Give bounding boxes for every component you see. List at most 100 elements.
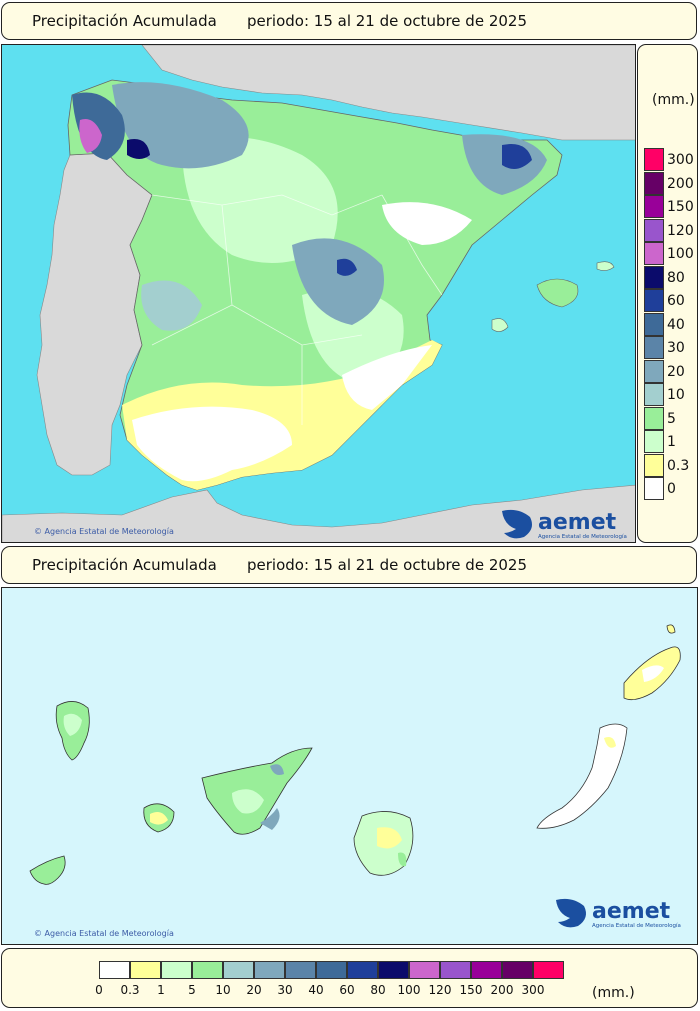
legend-swatch (644, 242, 664, 265)
legend-label: 0.3 (667, 457, 690, 474)
top-aemet-logo: aemet Agencia Estatal de Meteorología (498, 507, 628, 542)
precip-zone-0 (342, 345, 432, 410)
canary-sea-area (2, 588, 697, 944)
france-land (141, 45, 635, 141)
precip-zone-0.3 (377, 827, 402, 849)
legend-label: 0 (95, 983, 103, 997)
legend-swatch (130, 961, 161, 979)
legend-label: 150 (459, 983, 483, 997)
legend-level: 200 (640, 171, 695, 195)
legend-level: 80 (640, 265, 695, 289)
top-title-bar: Precipitación Acumulada periodo: 15 al 2… (1, 2, 697, 40)
legend-label: 5 (667, 410, 676, 427)
bottom-title-bar: Precipitación Acumulada periodo: 15 al 2… (1, 546, 697, 584)
fuerteventura-island (536, 723, 628, 829)
top-map-period: periodo: 15 al 21 de octubre de 2025 (247, 12, 527, 30)
canary-map-canvas (2, 588, 697, 944)
legend-level: 100 (640, 242, 695, 265)
legend-swatch (644, 148, 664, 171)
legend-level: 40 (640, 312, 695, 336)
legend-swatch (254, 961, 285, 979)
legend-label: 60 (339, 983, 355, 997)
legend-label: 5 (188, 983, 196, 997)
bottom-map-period: periodo: 15 al 21 de octubre de 2025 (247, 556, 527, 574)
legend-swatch (644, 265, 664, 289)
legend-swatch (644, 359, 664, 383)
legend-swatch (644, 195, 664, 218)
precip-zone-10 (141, 280, 202, 331)
legend-label: 80 (370, 983, 386, 997)
legend-swatch (644, 383, 664, 406)
canary-map: © Agencia Estatal de Meteorología aemet … (1, 587, 698, 945)
legend-swatch (99, 961, 130, 979)
legend-swatch (644, 218, 664, 242)
legend-level: 30 (640, 336, 695, 359)
legend-label: 0.3 (120, 983, 140, 997)
copyright-icon: © (34, 527, 42, 536)
legend-swatch (378, 961, 409, 979)
precip-zone-20 (270, 764, 284, 775)
legend-label: 80 (667, 269, 685, 286)
precip-zone-100 (79, 119, 102, 153)
precip-zone-0 (642, 665, 664, 682)
legend-label: 20 (246, 983, 262, 997)
legend-label: 40 (667, 316, 685, 333)
legend-label: 300 (667, 152, 694, 168)
precip-zone-0 (132, 406, 292, 482)
legend-label: 0 (667, 481, 676, 497)
vertical-legend-unit: (mm.) (652, 92, 695, 108)
legend-label: 200 (490, 983, 514, 997)
precip-zone-0.3 (604, 737, 616, 748)
copyright-icon: © (34, 929, 42, 938)
legend-label: 300 (521, 983, 545, 997)
precip-zone-5 (398, 852, 407, 867)
legend-swatch (644, 453, 664, 477)
legend-label: 60 (667, 293, 685, 309)
legend-swatch (644, 171, 664, 195)
legend-swatch (644, 289, 664, 312)
legend-swatch (533, 961, 564, 979)
precip-zone-60 (337, 258, 357, 276)
precip-zone-light (182, 137, 338, 263)
legend-swatch (644, 477, 664, 500)
legend-label: 40 (308, 983, 324, 997)
mallorca-island (536, 278, 579, 308)
precip-zone-80 (127, 139, 150, 159)
legend-label: 1 (667, 434, 676, 450)
ibiza-island (491, 318, 509, 332)
top-credit: © Agencia Estatal de Meteorología (34, 527, 174, 536)
la-graciosa-island (666, 624, 676, 634)
precip-zone-0.3 (150, 812, 168, 825)
legend-label: 10 (215, 983, 231, 997)
legend-level: 150 (640, 195, 695, 218)
peninsula-map-canvas (2, 45, 635, 542)
legend-level: 120 (640, 218, 695, 242)
legend-swatch (644, 336, 664, 359)
legend-level: 20 (640, 359, 695, 383)
legend-label: 120 (428, 983, 452, 997)
precip-zone-60 (502, 144, 532, 169)
legend-label: 100 (667, 246, 694, 262)
top-credit-text: Agencia Estatal de Meteorología (44, 527, 174, 536)
horizontal-legend-unit: (mm.) (592, 985, 635, 1001)
bottom-aemet-logo: aemet Agencia Estatal de Meteorología (552, 896, 682, 934)
precip-zone-20 (260, 808, 280, 830)
legend-swatch (409, 961, 440, 979)
legend-label: 150 (667, 199, 694, 215)
legend-label: 1 (157, 983, 165, 997)
el-hierro-island (29, 855, 66, 885)
bottom-map-title: Precipitación Acumulada (32, 556, 217, 574)
legend-level: 10 (640, 383, 695, 406)
africa-land (2, 484, 635, 542)
legend-label: 120 (667, 222, 694, 239)
peninsula-map: © Agencia Estatal de Meteorología aemet … (1, 44, 636, 543)
legend-level: 1 (640, 430, 695, 453)
tenerife-island (201, 747, 313, 835)
legend-label: 200 (667, 175, 694, 192)
legend-swatch (471, 961, 502, 979)
legend-label: 30 (277, 983, 293, 997)
bottom-logo-text: aemet (592, 899, 671, 924)
precip-zone-20 (292, 238, 384, 325)
legend-level: 0 (640, 477, 695, 500)
aemet-logo-graphic: aemet Agencia Estatal de Meteorología (502, 509, 627, 540)
